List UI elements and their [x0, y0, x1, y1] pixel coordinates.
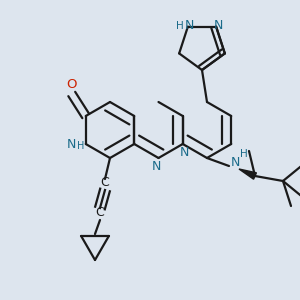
Polygon shape	[239, 169, 256, 179]
Text: H: H	[240, 149, 248, 159]
Text: H: H	[77, 141, 84, 151]
Text: N: N	[67, 137, 76, 151]
Text: C: C	[96, 206, 104, 218]
Text: N: N	[152, 160, 161, 173]
Text: N: N	[213, 19, 223, 32]
Text: N: N	[230, 155, 240, 169]
Text: O: O	[67, 77, 77, 91]
Text: N: N	[180, 146, 189, 160]
Text: C: C	[100, 176, 109, 188]
Text: N: N	[185, 19, 195, 32]
Text: H: H	[176, 21, 184, 31]
